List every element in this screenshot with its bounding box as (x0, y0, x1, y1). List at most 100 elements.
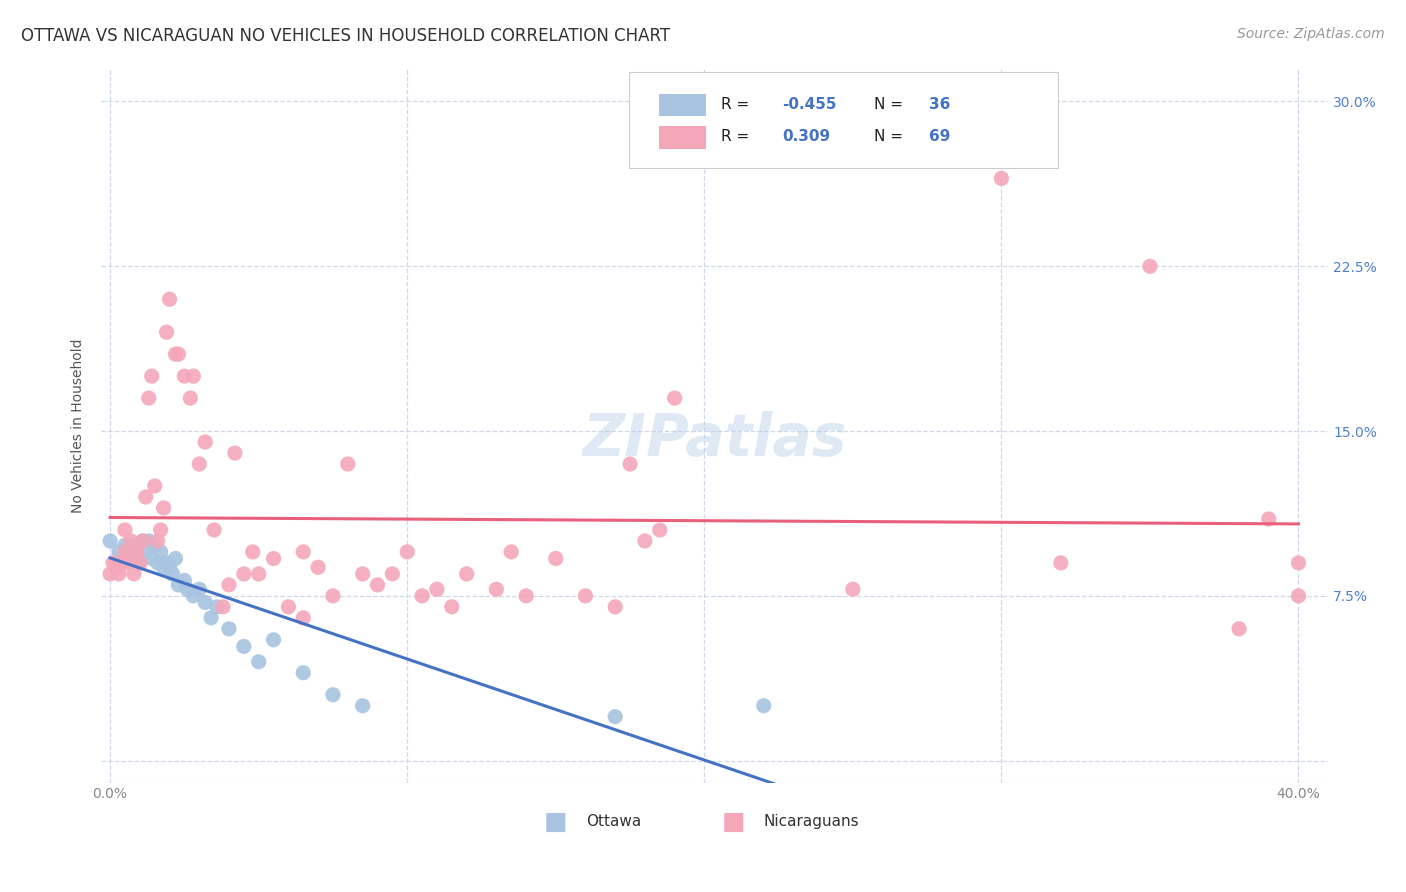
Point (247, 655, 270, 669)
Point (648, 523, 671, 537)
Point (120, 533, 142, 548)
Point (128, 556, 150, 570)
Point (426, 582, 449, 597)
Text: N =: N = (875, 96, 908, 112)
Text: OTTAWA VS NICARAGUAN NO VEHICLES IN HOUSEHOLD CORRELATION CHART: OTTAWA VS NICARAGUAN NO VEHICLES IN HOUS… (21, 27, 671, 45)
Point (336, 457, 359, 471)
Point (292, 545, 315, 559)
Point (117, 556, 139, 570)
Point (181, 589, 204, 603)
Point (200, 611, 222, 625)
Point (212, 599, 235, 614)
Text: ZIPatlas: ZIPatlas (582, 411, 846, 468)
Point (138, 533, 160, 548)
Point (165, 347, 187, 361)
Point (396, 545, 419, 559)
Point (194, 595, 217, 609)
Point (381, 566, 404, 581)
Point (114, 538, 136, 552)
Point (411, 589, 433, 603)
Point (159, 560, 181, 574)
Point (232, 640, 254, 654)
Point (664, 391, 686, 405)
Point (135, 545, 157, 559)
Point (218, 578, 240, 592)
Point (167, 347, 190, 361)
Point (132, 533, 155, 548)
Text: 69: 69 (929, 128, 950, 144)
Point (179, 391, 201, 405)
Text: ■: ■ (543, 810, 567, 834)
Point (440, 599, 463, 614)
Point (485, 582, 508, 597)
Point (366, 578, 388, 592)
Point (149, 523, 172, 537)
Point (1139, 260, 1161, 274)
Point (125, 545, 148, 559)
Point (165, 551, 187, 566)
Point (108, 545, 131, 559)
Point (181, 369, 204, 384)
Point (162, 566, 184, 581)
Point (122, 538, 145, 552)
Point (1227, 622, 1250, 636)
Point (152, 560, 174, 574)
Point (173, 574, 195, 588)
Point (188, 582, 211, 597)
Point (114, 545, 136, 559)
Point (752, 698, 775, 713)
Point (105, 560, 128, 574)
FancyBboxPatch shape (659, 94, 706, 116)
Point (98, 566, 121, 581)
Text: R =: R = (721, 96, 754, 112)
Point (292, 611, 315, 625)
Point (122, 566, 145, 581)
Point (456, 566, 478, 581)
Point (277, 599, 299, 614)
Y-axis label: No Vehicles in Household: No Vehicles in Household (72, 338, 86, 513)
Point (176, 582, 198, 597)
Point (141, 369, 163, 384)
Point (98, 533, 121, 548)
Point (307, 560, 329, 574)
Point (146, 533, 169, 548)
Point (132, 533, 155, 548)
Point (1288, 556, 1310, 570)
Point (574, 589, 596, 603)
Point (135, 490, 157, 504)
Point (322, 688, 344, 702)
Text: 0.309: 0.309 (782, 128, 831, 144)
Point (173, 369, 195, 384)
Point (218, 622, 240, 636)
Point (292, 665, 315, 680)
Point (125, 545, 148, 559)
Point (501, 545, 523, 559)
Point (152, 500, 174, 515)
Point (146, 556, 169, 570)
Point (194, 435, 217, 450)
Text: Nicaraguans: Nicaraguans (763, 814, 859, 830)
Point (544, 551, 567, 566)
Point (352, 698, 374, 713)
Point (515, 589, 537, 603)
FancyBboxPatch shape (628, 72, 1059, 169)
Point (605, 599, 627, 614)
Point (111, 556, 134, 570)
Point (1257, 512, 1279, 526)
Text: R =: R = (721, 128, 759, 144)
Point (1288, 589, 1310, 603)
Point (159, 292, 181, 306)
Point (224, 446, 246, 460)
Text: N =: N = (875, 128, 908, 144)
Point (143, 479, 166, 493)
Point (120, 551, 142, 566)
Point (202, 523, 225, 537)
Point (1049, 556, 1071, 570)
Point (634, 533, 657, 548)
Point (155, 325, 177, 339)
Point (114, 523, 136, 537)
Point (247, 566, 270, 581)
Point (232, 566, 254, 581)
FancyBboxPatch shape (659, 127, 706, 149)
Point (263, 551, 285, 566)
